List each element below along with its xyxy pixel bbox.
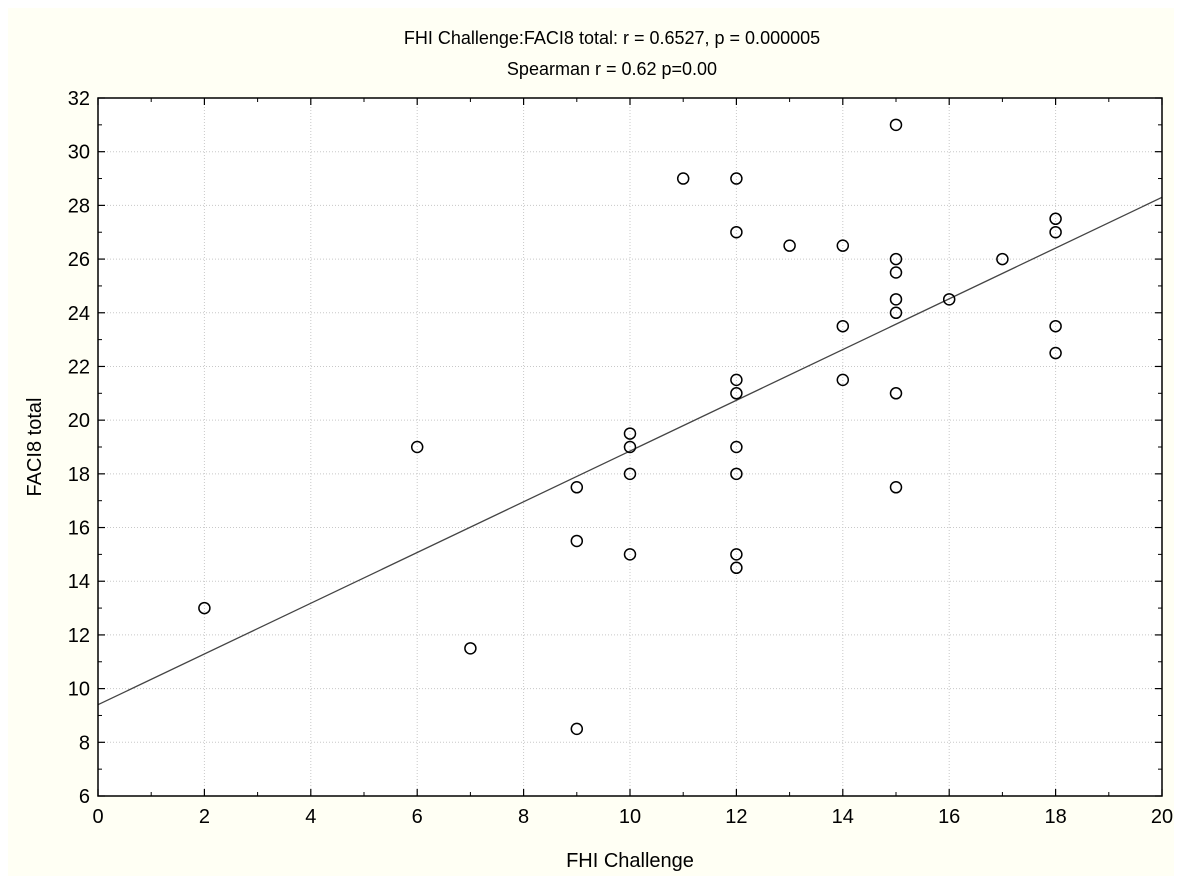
y-tick-label: 28 xyxy=(68,195,90,217)
data-point xyxy=(623,467,637,481)
x-tick-label: 10 xyxy=(619,806,641,828)
data-point xyxy=(730,225,743,239)
data-point xyxy=(410,440,424,454)
data-point xyxy=(889,266,903,279)
data-point xyxy=(570,722,584,736)
data-point xyxy=(1049,346,1062,360)
data-point xyxy=(730,548,743,561)
data-point xyxy=(623,548,637,561)
y-tick-label: 16 xyxy=(68,518,90,540)
y-tick-label: 22 xyxy=(68,356,90,378)
y-tick-label: 30 xyxy=(68,142,90,164)
y-tick-label: 10 xyxy=(68,679,90,701)
data-point xyxy=(1049,319,1062,333)
data-point xyxy=(570,534,584,548)
y-tick-label: 24 xyxy=(68,303,90,325)
data-point xyxy=(730,467,743,481)
x-tick-label: 2 xyxy=(199,806,210,828)
y-tick-label: 6 xyxy=(79,786,90,808)
data-point xyxy=(730,172,743,185)
y-tick-label: 32 xyxy=(68,88,90,110)
x-tick-label: 14 xyxy=(832,806,854,828)
y-tick-label: 26 xyxy=(68,249,90,271)
data-point xyxy=(836,319,850,333)
data-point xyxy=(889,387,903,400)
y-tick-label: 20 xyxy=(68,410,90,432)
chart-subtitle: Spearman r = 0.62 p=0.00 xyxy=(507,59,717,79)
data-point xyxy=(1049,225,1062,239)
x-tick-label: 4 xyxy=(305,806,316,828)
data-point xyxy=(1049,212,1062,226)
y-axis-ticks: 6 8 10 12 14 16 18 20 22 24 26 28 30 32 xyxy=(68,88,1162,808)
data-point xyxy=(464,642,477,655)
data-point xyxy=(942,293,956,306)
data-point xyxy=(623,440,637,454)
data-point xyxy=(889,118,903,132)
data-point xyxy=(623,427,637,440)
x-tick-label: 20 xyxy=(1151,806,1173,828)
y-axis-label: FACI8 total xyxy=(24,398,46,497)
chart-title: FHI Challenge:FACI8 total: r = 0.6527, p… xyxy=(404,28,820,48)
x-tick-label: 16 xyxy=(938,806,960,828)
grid-lines xyxy=(98,98,1162,796)
data-point xyxy=(783,239,796,252)
data-point xyxy=(836,373,850,387)
data-point xyxy=(198,601,211,615)
x-tick-label: 8 xyxy=(518,806,529,828)
data-point xyxy=(889,306,903,320)
data-point xyxy=(836,239,850,252)
y-tick-label: 8 xyxy=(79,732,90,754)
data-point xyxy=(676,172,690,185)
data-points xyxy=(198,118,1062,736)
regression-line xyxy=(97,196,1163,706)
x-tick-label: 12 xyxy=(725,806,747,828)
data-point xyxy=(889,293,903,306)
data-point xyxy=(996,252,1009,266)
data-point xyxy=(730,561,743,575)
x-tick-label: 0 xyxy=(92,806,103,828)
x-tick-label: 6 xyxy=(412,806,423,828)
data-point xyxy=(889,252,903,266)
x-axis-label: FHI Challenge xyxy=(566,850,694,872)
data-point xyxy=(730,440,743,454)
x-axis-ticks: 0 2 4 6 8 10 12 14 16 18 20 xyxy=(92,98,1173,828)
data-point xyxy=(570,481,584,494)
data-point xyxy=(889,481,903,494)
y-tick-label: 14 xyxy=(68,571,90,593)
y-tick-label: 18 xyxy=(68,464,90,486)
x-tick-label: 18 xyxy=(1044,806,1066,828)
data-point xyxy=(730,387,743,400)
data-point xyxy=(730,373,743,387)
y-tick-label: 12 xyxy=(68,625,90,647)
